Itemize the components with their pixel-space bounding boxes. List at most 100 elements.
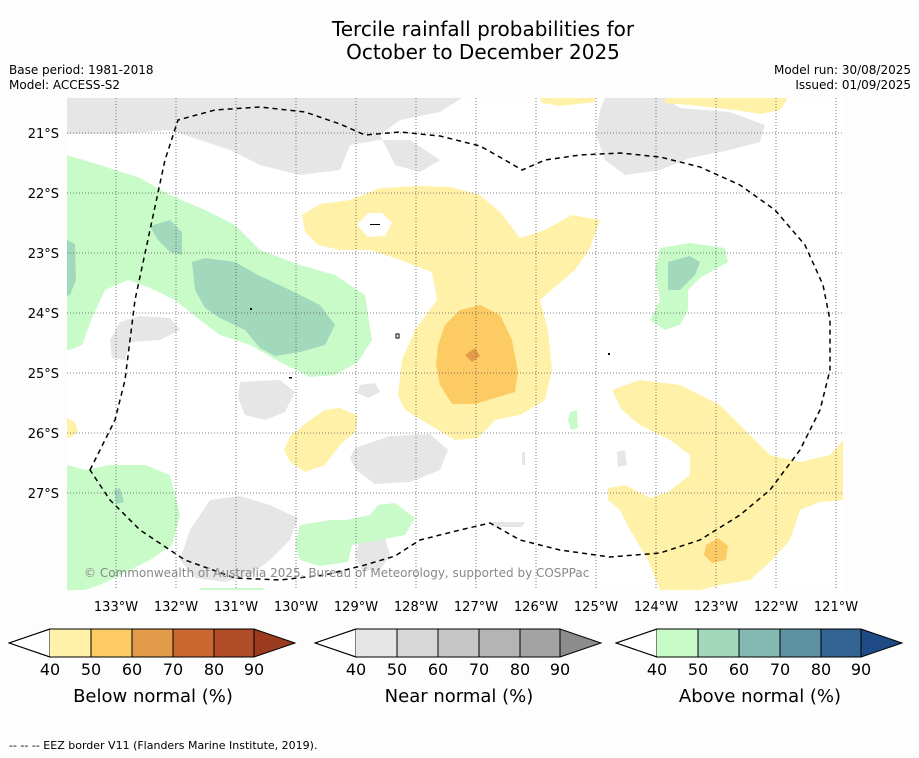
near-normal-colorbar bbox=[314, 628, 603, 658]
below-normal-region bbox=[67, 418, 78, 438]
above-normal-region bbox=[200, 588, 265, 590]
copyright-notice: © Commonwealth of Australia 2025, Bureau… bbox=[84, 566, 589, 580]
lon-label: 129°W bbox=[334, 600, 378, 615]
colorbar-lower-extend bbox=[615, 628, 658, 658]
island-marker bbox=[395, 333, 400, 339]
near-normal-region bbox=[522, 452, 525, 465]
colorbar-segment bbox=[698, 629, 739, 657]
lon-label: 123°W bbox=[694, 600, 738, 615]
issued-date: Issued: 01/09/2025 bbox=[795, 78, 911, 92]
left-meta: Base period: 1981-2018 Model: ACCESS-S2 bbox=[9, 63, 154, 93]
colorbar-tick: 80 bbox=[509, 660, 531, 679]
below-normal-region bbox=[540, 98, 595, 106]
map-canvas: © Commonwealth of Australia 2025, Bureau… bbox=[28, 98, 858, 615]
colorbar-segment bbox=[356, 629, 397, 657]
colorbar-upper-extend bbox=[560, 629, 601, 657]
near-normal-region bbox=[617, 450, 627, 467]
right-meta: Model run: 30/08/2025 Issued: 01/09/2025 bbox=[774, 63, 911, 93]
colorbar-segment bbox=[173, 629, 214, 657]
above-normal-region bbox=[568, 410, 578, 430]
near-normal-region bbox=[67, 98, 462, 175]
colorbar-tick: 50 bbox=[386, 660, 408, 679]
colorbar-tick: 40 bbox=[39, 660, 61, 679]
colorbar-segment bbox=[479, 629, 520, 657]
lon-label: 131°W bbox=[214, 600, 258, 615]
near-normal-region bbox=[363, 98, 395, 110]
below-normal-region bbox=[608, 380, 843, 590]
lat-label: 26°S bbox=[28, 427, 59, 442]
near-normal-region bbox=[355, 538, 390, 570]
model-run: Model run: 30/08/2025 bbox=[773, 63, 911, 77]
colorbar-tick: 60 bbox=[728, 660, 750, 679]
lon-label: 132°W bbox=[154, 600, 198, 615]
colorbar-tick: 50 bbox=[80, 660, 102, 679]
colorbar-tick: 70 bbox=[468, 660, 490, 679]
island-marker bbox=[250, 308, 252, 310]
lon-label: 121°W bbox=[814, 600, 858, 615]
colorbar-segment bbox=[132, 629, 173, 657]
lat-label: 22°S bbox=[28, 187, 59, 202]
near-normal-region bbox=[110, 316, 180, 360]
lon-label: 126°W bbox=[514, 600, 558, 615]
graticule bbox=[67, 98, 843, 590]
lat-label: 23°S bbox=[28, 247, 59, 262]
below-normal-label: Below normal (%) bbox=[73, 686, 233, 707]
near-normal-label: Near normal (%) bbox=[384, 686, 534, 707]
eez-border bbox=[89, 106, 831, 581]
colorbar-lower-extend bbox=[314, 628, 357, 658]
near-normal-region bbox=[180, 496, 298, 582]
near-normal-region bbox=[238, 380, 295, 420]
lon-label: 122°W bbox=[754, 600, 798, 615]
colorbar-segment bbox=[397, 629, 438, 657]
latitude-labels: 21°S 22°S 23°S 24°S 25°S 26°S 27°S bbox=[28, 127, 59, 502]
near-normal-region bbox=[490, 522, 525, 527]
colorbar-upper-extend bbox=[861, 629, 902, 657]
above-normal-region bbox=[67, 465, 180, 590]
colorbar-tick: 90 bbox=[549, 660, 571, 679]
model-name: Model: ACCESS-S2 bbox=[9, 78, 121, 92]
colorbar-tick: 70 bbox=[162, 660, 184, 679]
lon-label: 125°W bbox=[574, 600, 618, 615]
eez-footnote: -- -- -- EEZ border V11 (Flanders Marine… bbox=[9, 739, 318, 752]
colorbar-upper-extend bbox=[254, 629, 295, 657]
above-normal-60-region bbox=[150, 220, 182, 255]
near-normal-region bbox=[596, 98, 765, 175]
above-normal-region bbox=[295, 503, 415, 566]
colorbar-segment bbox=[91, 629, 132, 657]
colorbar-tick: 90 bbox=[850, 660, 872, 679]
above-normal-colorbar bbox=[615, 628, 904, 658]
lon-label: 124°W bbox=[634, 600, 678, 615]
lon-label: 128°W bbox=[394, 600, 438, 615]
colorbar-segment bbox=[780, 629, 821, 657]
island-marker bbox=[370, 224, 380, 225]
above-normal-60-region bbox=[67, 240, 76, 296]
colorbar-tick: 40 bbox=[345, 660, 367, 679]
above-normal-label: Above normal (%) bbox=[678, 686, 842, 707]
colorbar-segment bbox=[657, 629, 698, 657]
above-normal-60-region bbox=[668, 256, 700, 290]
base-period: Base period: 1981-2018 bbox=[9, 63, 154, 77]
colorbar-tick: 70 bbox=[769, 660, 791, 679]
lon-label: 130°W bbox=[274, 600, 318, 615]
island-marker bbox=[608, 353, 610, 355]
colorbar-segment bbox=[214, 629, 254, 657]
colorbar-segment bbox=[739, 629, 780, 657]
below-normal-region bbox=[284, 408, 358, 472]
colorbar-segment bbox=[520, 629, 560, 657]
colorbar-tick: 80 bbox=[203, 660, 225, 679]
longitude-labels: 133°W 132°W 131°W 130°W 129°W 128°W 127°… bbox=[94, 600, 858, 615]
colorbar-lower-extend bbox=[8, 628, 51, 658]
colorbar-tick: 50 bbox=[687, 660, 709, 679]
below-normal-70-region bbox=[465, 348, 480, 362]
near-normal-region bbox=[357, 383, 380, 398]
below-normal-region bbox=[665, 98, 788, 114]
island-marker bbox=[289, 377, 292, 379]
lat-label: 24°S bbox=[28, 307, 59, 322]
title-line-2: October to December 2025 bbox=[346, 40, 620, 64]
lon-label: 133°W bbox=[94, 600, 138, 615]
title-line-1: Tercile rainfall probabilities for bbox=[331, 17, 635, 41]
colorbar-tick: 60 bbox=[121, 660, 143, 679]
above-normal-60-region bbox=[114, 488, 124, 504]
colorbar-segment bbox=[50, 629, 91, 657]
colorbar-tick: 80 bbox=[810, 660, 832, 679]
